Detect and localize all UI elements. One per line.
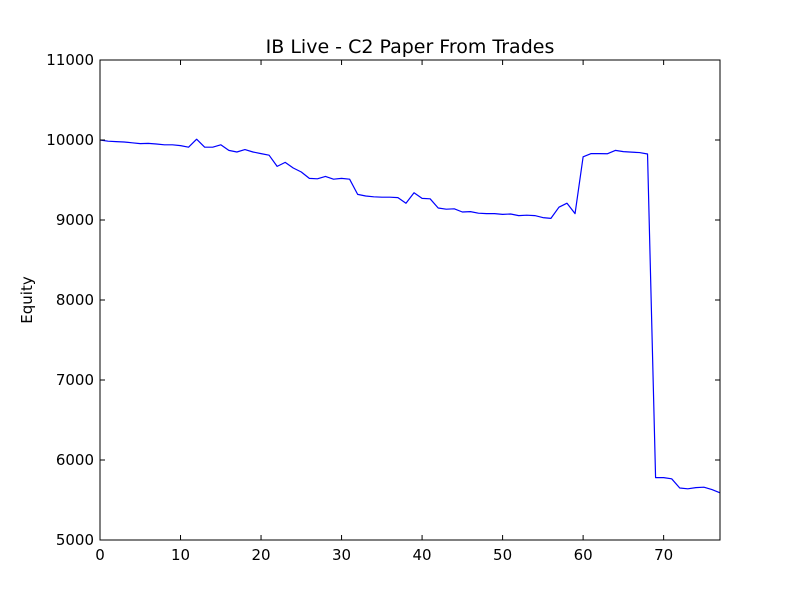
x-tick-label: 40 — [413, 546, 432, 564]
x-tick-label: 70 — [654, 546, 673, 564]
y-tick-label: 6000 — [56, 451, 94, 469]
y-tick-label: 5000 — [56, 531, 94, 549]
chart-title: IB Live - C2 Paper From Trades — [266, 36, 555, 58]
y-tick-label: 10000 — [46, 131, 94, 149]
plot-frame — [99, 59, 721, 541]
y-tick-label: 7000 — [56, 371, 94, 389]
plot-area — [99, 138, 721, 494]
y-tick-label: 9000 — [56, 211, 94, 229]
x-axis: 0 10 20 30 40 50 60 70 — [95, 60, 673, 564]
x-tick-label: 60 — [574, 546, 593, 564]
y-tick-label: 11000 — [46, 51, 94, 69]
x-tick-label: 0 — [95, 546, 105, 564]
x-tick-label: 30 — [332, 546, 351, 564]
series-line-0 — [99, 138, 721, 494]
y-tick-label: 8000 — [56, 291, 94, 309]
x-tick-label: 10 — [171, 546, 190, 564]
y-axis: 5000 6000 7000 8000 9000 10000 11000 — [46, 51, 720, 549]
x-tick-label: 20 — [251, 546, 270, 564]
x-tick-label: 50 — [493, 546, 512, 564]
y-axis-label: Equity — [18, 276, 36, 324]
